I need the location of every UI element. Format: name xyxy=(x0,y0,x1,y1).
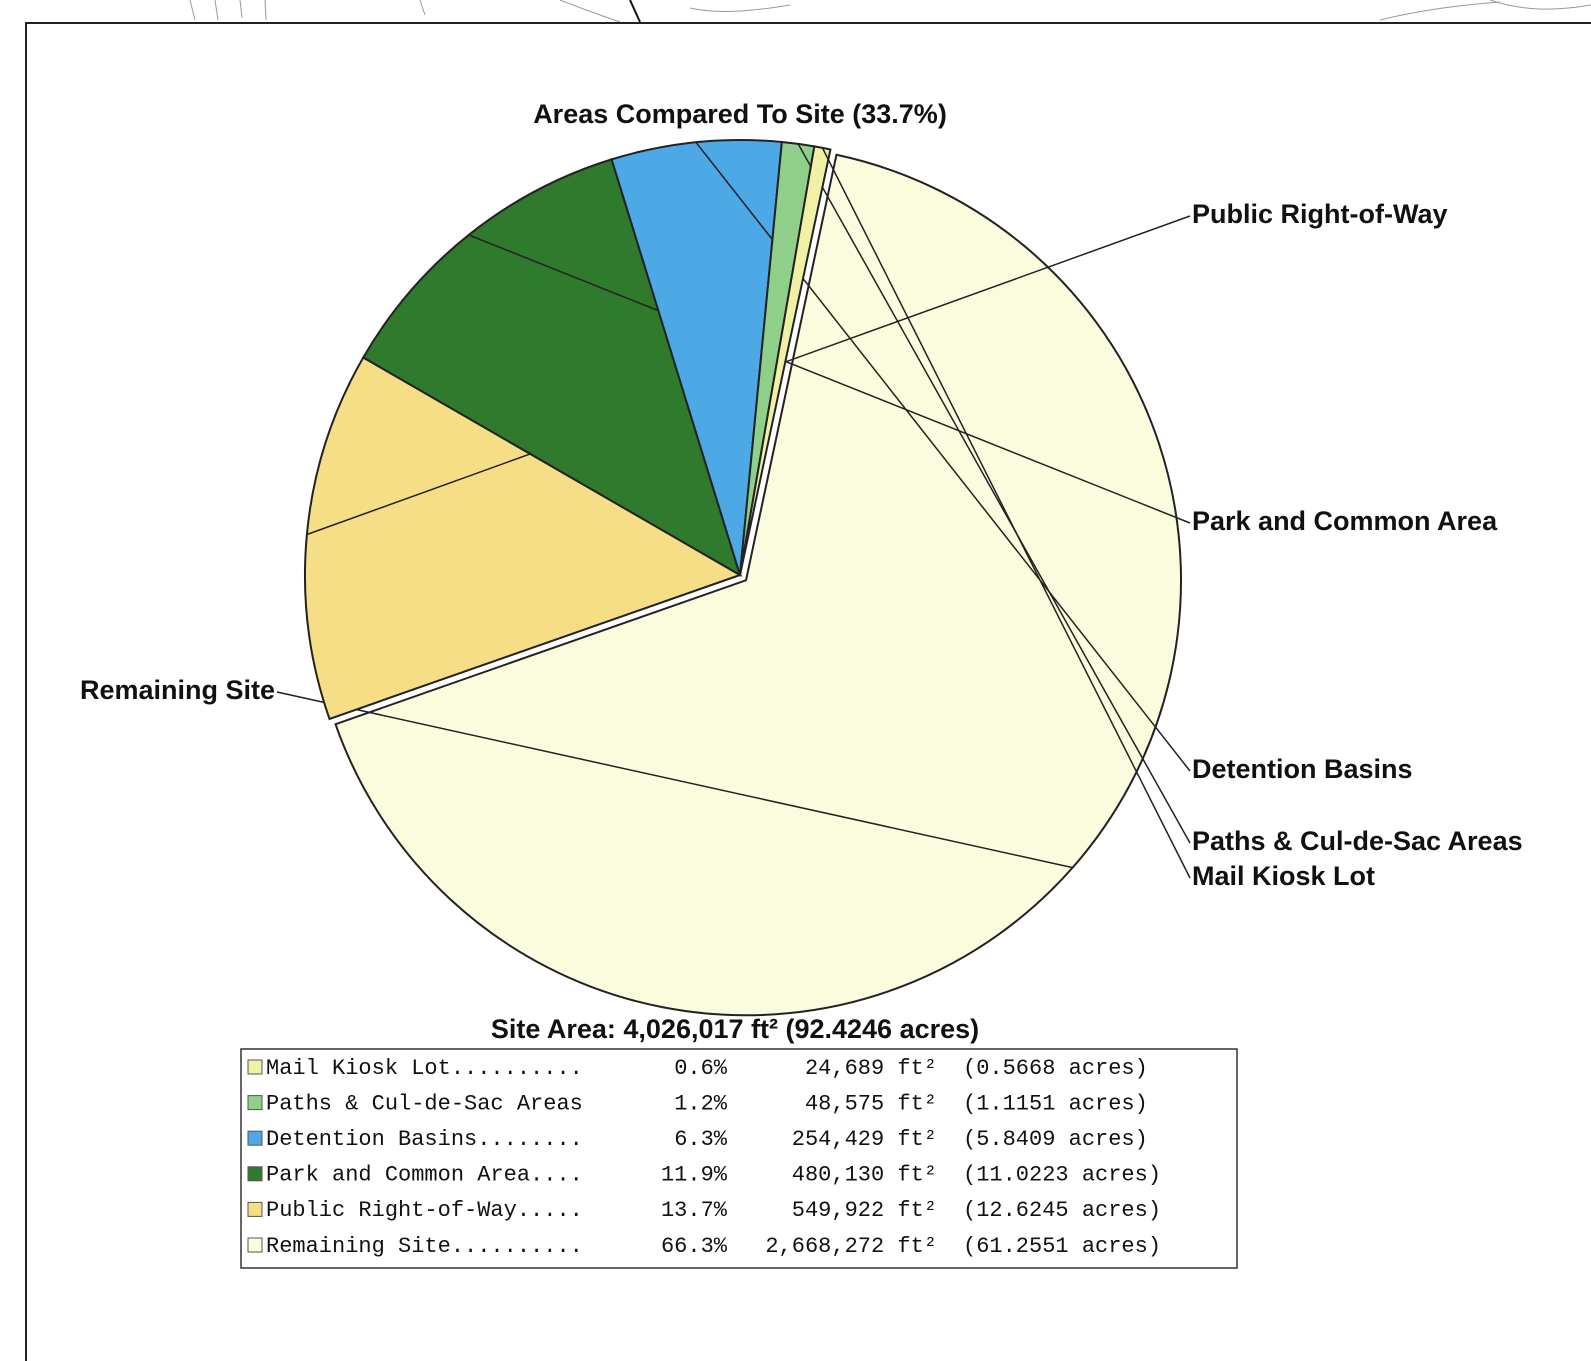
legend-acres: (61.2551 acres) xyxy=(963,1234,1161,1259)
slice-label: Park and Common Area xyxy=(1192,506,1498,536)
slice-label: Remaining Site xyxy=(80,675,275,705)
leader-line xyxy=(276,691,1073,869)
legend-acres: (1.1151 acres) xyxy=(963,1091,1148,1116)
legend: Mail Kiosk Lot.......... 0.6% 24,689 ft² (0… xyxy=(247,1056,1161,1259)
legend-area: 2,668,272 ft² xyxy=(765,1234,937,1259)
leader-line xyxy=(468,234,1191,524)
legend-area: 549,922 ft² xyxy=(792,1198,937,1223)
legend-area: 48,575 ft² xyxy=(805,1091,937,1116)
slice-label: Paths & Cul-de-Sac Areas xyxy=(1192,826,1523,856)
legend-acres: (12.6245 acres) xyxy=(963,1198,1161,1223)
legend-name: Paths & Cul-de-Sac Areas xyxy=(266,1091,583,1116)
legend-box xyxy=(240,1048,1238,1269)
legend-swatch xyxy=(247,1201,263,1217)
pie-slice xyxy=(610,139,783,576)
chart-subtitle: Site Area: 4,026,017 ft² (92.4246 acres) xyxy=(491,1014,979,1044)
legend-percent: 66.3% xyxy=(661,1234,728,1259)
legend-name: Public Right-of-Way..... xyxy=(266,1198,583,1223)
legend-name: Park and Common Area.... xyxy=(266,1163,583,1188)
leader-line xyxy=(821,147,1191,879)
pie-slice xyxy=(739,145,832,576)
legend-swatch xyxy=(247,1095,263,1111)
legend-area: 24,689 ft² xyxy=(805,1056,937,1081)
legend-percent: 11.9% xyxy=(661,1163,728,1188)
legend-acres: (11.0223 acres) xyxy=(963,1163,1161,1188)
legend-percent: 13.7% xyxy=(661,1198,728,1223)
legend-swatch xyxy=(247,1237,263,1253)
legend-acres: (5.8409 acres) xyxy=(963,1127,1148,1152)
legend-name: Remaining Site.......... xyxy=(266,1234,583,1259)
legend-area: 254,429 ft² xyxy=(792,1127,937,1152)
legend-percent: 0.6% xyxy=(674,1056,728,1081)
legend-percent: 6.3% xyxy=(674,1127,728,1152)
pie: Remaining Site Public Right-of-Way Park an… xyxy=(80,139,1523,1017)
slice-label: Detention Basins xyxy=(1192,754,1413,784)
slice-label: Mail Kiosk Lot xyxy=(1192,861,1375,891)
legend-area: 480,130 ft² xyxy=(792,1163,937,1188)
legend-percent: 1.2% xyxy=(674,1091,728,1116)
chart-title: Areas Compared To Site (33.7%) xyxy=(533,99,947,129)
legend-name: Detention Basins........ xyxy=(266,1127,583,1152)
legend-swatch xyxy=(247,1059,263,1075)
legend-name: Mail Kiosk Lot.......... xyxy=(266,1056,583,1081)
legend-swatch xyxy=(247,1130,263,1146)
slice-label: Public Right-of-Way xyxy=(1192,199,1447,229)
legend-swatch xyxy=(247,1166,263,1182)
leader-line xyxy=(797,143,1191,844)
legend-acres: (0.5668 acres) xyxy=(963,1056,1148,1081)
